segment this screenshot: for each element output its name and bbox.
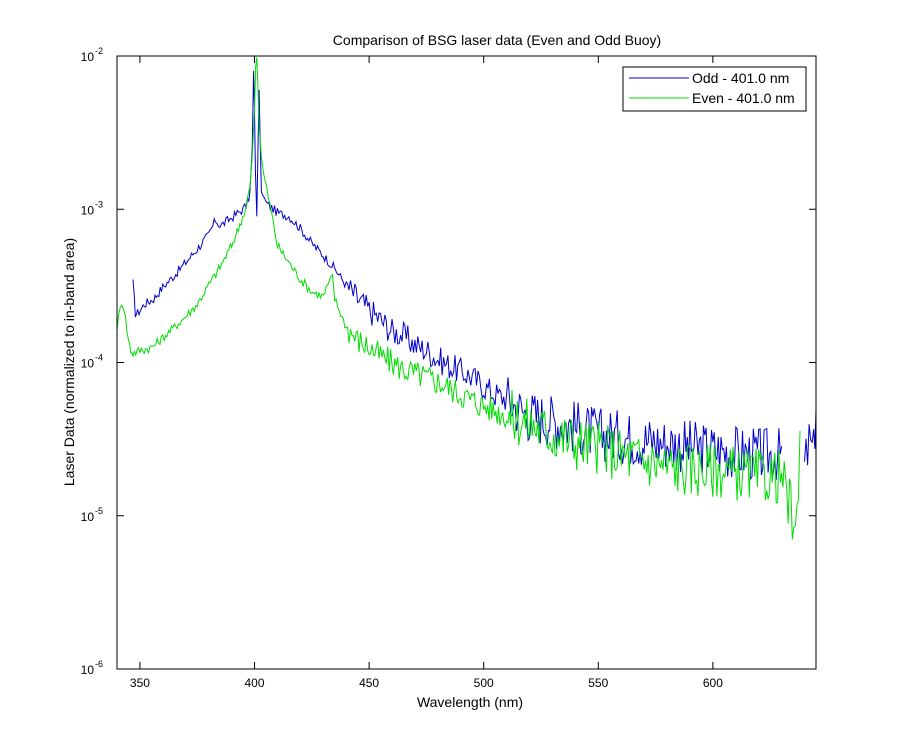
x-axis-label: Wavelength (nm) [417, 694, 523, 710]
y-tick-label-exponent: -2 [95, 46, 103, 56]
y-tick-label-exponent: -6 [95, 659, 103, 669]
legend-box [622, 66, 807, 112]
legend: Odd - 401.0 nm Even - 401.0 nm [622, 66, 807, 112]
series-line-odd [132, 70, 817, 481]
x-tick-label: 350 [130, 676, 150, 690]
series-line-even [116, 57, 801, 540]
y-tick-label-exponent: -5 [95, 506, 103, 516]
x-tick-label: 450 [359, 676, 379, 690]
x-tick-label: 400 [244, 676, 264, 690]
y-tick-label-base: 10 [81, 50, 95, 64]
x-tick-label: 550 [588, 676, 608, 690]
series-layer [116, 57, 817, 540]
y-tick-label-exponent: -4 [95, 353, 103, 363]
y-tick-label-base: 10 [81, 357, 95, 371]
y-axis: 10-610-510-410-310-2 [81, 46, 816, 677]
legend-label-even: Even - 401.0 nm [692, 90, 795, 106]
plot-area [117, 56, 816, 669]
legend-label-odd: Odd - 401.0 nm [692, 70, 789, 86]
x-tick-label: 500 [474, 676, 494, 690]
y-tick-label-base: 10 [81, 663, 95, 677]
y-tick-label-base: 10 [81, 203, 95, 217]
y-axis-label: Laser Data (normalized to in-band area) [61, 238, 77, 486]
x-tick-label: 600 [703, 676, 723, 690]
chart-title: Comparison of BSG laser data (Even and O… [333, 32, 661, 48]
y-tick-label-base: 10 [81, 510, 95, 524]
x-axis: 350 400 450 500 550 600 [130, 56, 723, 690]
y-tick-label-exponent: -3 [95, 199, 103, 209]
